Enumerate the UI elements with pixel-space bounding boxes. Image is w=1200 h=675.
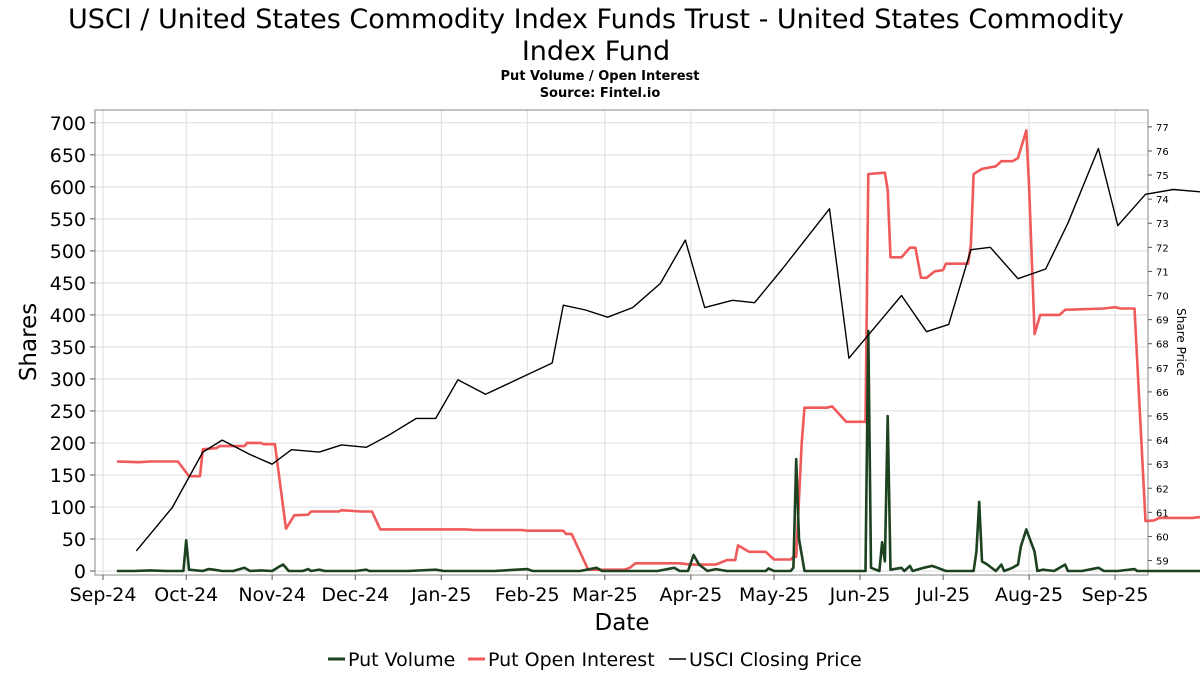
x-axis-label: Date [595,610,650,636]
y-axis-right-label: Share Price [1174,308,1188,376]
y-axis-left: 0 50 100 150 200 250 300 350 400 450 500 550 600 650 7… [50,113,95,583]
chart-title-line2: Index Fund [522,36,670,67]
y-left-tick-label: 400 [50,305,86,327]
y-right-tick-label: 74 [1156,195,1169,206]
y-left-tick-label: 0 [74,561,86,583]
x-tick-label: Jul-25 [915,584,970,606]
y-right-tick-label: 68 [1156,340,1169,351]
legend-label-put-open-interest: Put Open Interest [488,649,655,671]
y-right-tick-label: 67 [1156,364,1169,375]
y-left-tick-label: 650 [50,145,86,167]
y-left-tick-label: 450 [50,273,86,295]
y-left-tick-label: 300 [50,369,86,391]
y-right-tick-label: 65 [1156,412,1169,423]
chart-title-line1: USCI / United States Commodity Index Fun… [68,4,1124,35]
y-left-tick-label: 250 [50,401,86,423]
x-tick-label: Sep-24 [70,584,137,606]
y-right-tick-label: 66 [1156,388,1169,399]
series-layer [116,129,1200,573]
x-tick-label: May-25 [739,584,809,606]
y-right-tick-label: 75 [1156,171,1169,182]
y-right-tick-label: 77 [1156,123,1169,134]
x-tick-label: Aug-25 [995,584,1063,606]
y-left-tick-label: 50 [62,529,86,551]
x-tick-label: Sep-25 [1082,584,1149,606]
y-right-tick-label: 59 [1156,557,1169,568]
y-right-tick-label: 71 [1156,267,1169,278]
x-tick-label: Jun-25 [829,584,891,606]
y-left-tick-label: 200 [50,433,86,455]
legend-label-put-volume: Put Volume [348,649,455,671]
y-axis-right: 59 60 61 62 63 64 65 66 67 68 69 70 71 72 73 74 75 76 77 [1148,123,1169,568]
x-tick-label: Mar-25 [572,584,638,606]
y-right-tick-label: 76 [1156,147,1169,158]
series-line-closing-price [135,147,1200,552]
y-left-tick-label: 150 [50,465,86,487]
x-tick-label: Apr-25 [659,584,722,606]
y-right-tick-label: 60 [1156,532,1169,543]
x-tick-label: Nov-24 [238,584,306,606]
series-line-put-open-interest [116,129,1200,571]
y-right-tick-label: 63 [1156,460,1169,471]
x-tick-label: Feb-25 [495,584,560,606]
y-right-tick-label: 72 [1156,243,1169,254]
chart-source: Source: Fintel.io [540,86,661,101]
y-right-tick-label: 73 [1156,219,1169,230]
x-axis: Sep-24 Oct-24 Nov-24 Dec-24 Jan-25 Feb-25 Mar-… [70,575,1149,606]
y-left-tick-label: 500 [50,241,86,263]
y-left-tick-label: 350 [50,337,86,359]
x-tick-label: Jan-25 [410,584,471,606]
y-right-tick-label: 62 [1156,484,1169,495]
chart-subtitle: Put Volume / Open Interest [501,69,700,84]
y-right-tick-label: 61 [1156,508,1169,519]
y-right-tick-label: 70 [1156,292,1169,303]
x-tick-label: Oct-24 [154,584,218,606]
y-right-tick-label: 64 [1156,436,1169,447]
grid [95,110,1148,575]
y-axis-left-label: Shares [16,303,42,381]
legend-label-closing-price: USCI Closing Price [689,649,862,671]
y-left-tick-label: 550 [50,209,86,231]
x-tick-label: Dec-24 [321,584,389,606]
y-right-tick-label: 69 [1156,316,1169,327]
y-left-tick-label: 100 [50,497,86,519]
y-left-tick-label: 600 [50,177,86,199]
y-left-tick-label: 700 [50,113,86,135]
series-line-put-volume [116,329,1200,573]
plot-area [94,109,1149,576]
legend: Put Volume Put Open Interest USCI Closin… [328,649,862,671]
